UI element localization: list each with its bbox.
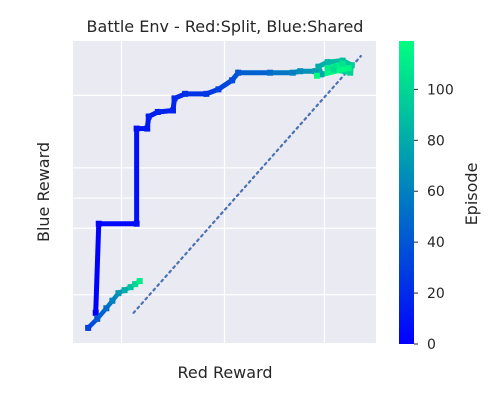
data-point xyxy=(94,315,101,322)
data-point xyxy=(313,72,320,79)
data-point xyxy=(229,77,236,84)
data-point xyxy=(339,60,346,67)
data-point xyxy=(121,287,128,294)
data-point xyxy=(182,90,189,97)
data-point xyxy=(345,65,352,72)
data-layer xyxy=(84,57,356,332)
colorbar-tick-label: 80 xyxy=(427,133,445,149)
data-point xyxy=(92,309,99,316)
colorbar-tick-label: 0 xyxy=(427,337,436,353)
data-point xyxy=(215,86,222,93)
data-point xyxy=(289,69,296,76)
data-point xyxy=(103,305,110,312)
data-point xyxy=(318,71,325,78)
data-point xyxy=(324,65,331,72)
data-point xyxy=(324,59,331,66)
data-point xyxy=(115,290,122,297)
data-point xyxy=(133,125,140,132)
data-point xyxy=(169,107,176,114)
data-point xyxy=(85,324,92,331)
data-point xyxy=(133,220,140,227)
data-point xyxy=(109,297,116,304)
colorbar-tick-label: 20 xyxy=(427,286,445,302)
data-point xyxy=(339,57,346,64)
colorbar-tick-label: 100 xyxy=(427,82,454,98)
data-point xyxy=(347,69,354,76)
data-point xyxy=(312,68,319,75)
data-point xyxy=(266,69,273,76)
colorbar xyxy=(399,41,414,344)
data-point xyxy=(136,278,143,285)
data-point xyxy=(171,95,178,102)
data-point xyxy=(235,69,242,76)
data-point xyxy=(315,63,322,70)
colorbar-ticks: 0 20 40 60 80 100 xyxy=(414,82,454,353)
trajectory-segment xyxy=(93,221,102,316)
data-point xyxy=(144,125,151,132)
x-axis-label: Red Reward xyxy=(177,363,272,382)
colorbar-label: Episode xyxy=(462,163,481,226)
data-point xyxy=(95,220,102,227)
colorbar-tick-label: 60 xyxy=(427,184,445,200)
data-point xyxy=(348,62,355,69)
chart-title: Battle Env - Red:Split, Blue:Shared xyxy=(87,17,364,36)
y-axis-label: Blue Reward xyxy=(34,142,53,242)
data-point xyxy=(154,108,161,115)
data-point xyxy=(330,66,337,73)
data-point xyxy=(127,284,134,291)
data-point xyxy=(145,113,152,120)
data-point xyxy=(297,68,304,75)
colorbar-tick-label: 40 xyxy=(427,235,445,251)
data-point xyxy=(132,281,139,288)
data-point xyxy=(203,90,210,97)
grid xyxy=(73,41,376,343)
